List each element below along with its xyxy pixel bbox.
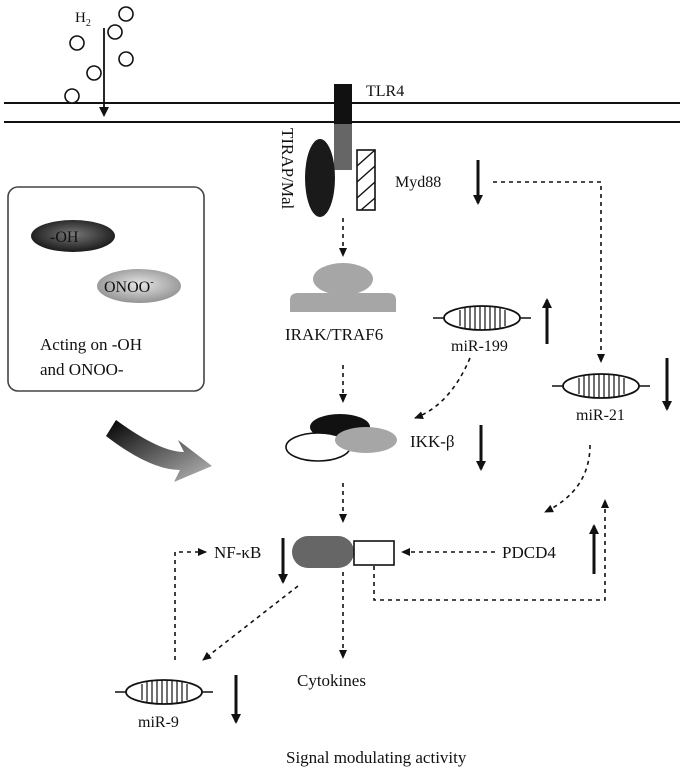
tlr4-label: TLR4 bbox=[366, 83, 404, 100]
acting-label-line1: Acting on -OH bbox=[40, 335, 142, 354]
h2-bubbles bbox=[64, 6, 134, 104]
tlr4-receptor bbox=[334, 84, 352, 124]
irak-traf6-label: IRAK/TRAF6 bbox=[285, 325, 383, 344]
mir21-to-pdcd4-arrow bbox=[544, 444, 591, 513]
nfkb-partner-box bbox=[353, 540, 395, 566]
ros-action-curve-arrow bbox=[106, 420, 212, 482]
onoo-shape bbox=[97, 269, 181, 303]
mir199-label: miR-199 bbox=[451, 338, 508, 355]
tlr4-intracellular-domain bbox=[334, 124, 352, 170]
cytokines-label: Cytokines bbox=[297, 671, 366, 690]
pdcd4-label: PDCD4 bbox=[502, 543, 556, 562]
oh-radical-shape bbox=[31, 220, 115, 252]
mir9-shape bbox=[115, 679, 213, 705]
onoo-label: ONOO- bbox=[104, 277, 154, 296]
myd88-to-mir21-arrow bbox=[493, 181, 605, 363]
mir199-to-ikk-arrow bbox=[414, 357, 471, 419]
mir9-label: miR-9 bbox=[138, 714, 179, 731]
tirap-mal-label: TIRAP/Mal bbox=[278, 128, 297, 210]
oh-radical-label: -OH bbox=[50, 229, 79, 246]
mir21-label: miR-21 bbox=[576, 407, 625, 424]
ikk-complex-shape bbox=[285, 414, 397, 462]
nfkb-to-mir9-arrow bbox=[202, 585, 299, 661]
myd88-shape bbox=[356, 149, 376, 211]
h2-label: H2 bbox=[75, 10, 91, 29]
nfkb-feedback-to-pdcd4-arrow bbox=[373, 499, 609, 601]
irak-traf6-shape bbox=[290, 263, 396, 312]
tirap-mal-shape bbox=[305, 139, 335, 217]
mir9-to-nfkb-arrow bbox=[174, 548, 207, 660]
ikk-beta-label: IKK-β bbox=[410, 432, 455, 451]
nfkb-shape bbox=[292, 536, 354, 568]
mir199-shape bbox=[433, 305, 531, 331]
acting-label-line2: and ONOO- bbox=[40, 360, 124, 379]
myd88-label: Myd88 bbox=[395, 174, 441, 191]
mir21-shape bbox=[552, 373, 650, 399]
nfkb-label: NF-κB bbox=[214, 543, 261, 562]
diagram-caption: Signal modulating activity bbox=[286, 748, 467, 767]
